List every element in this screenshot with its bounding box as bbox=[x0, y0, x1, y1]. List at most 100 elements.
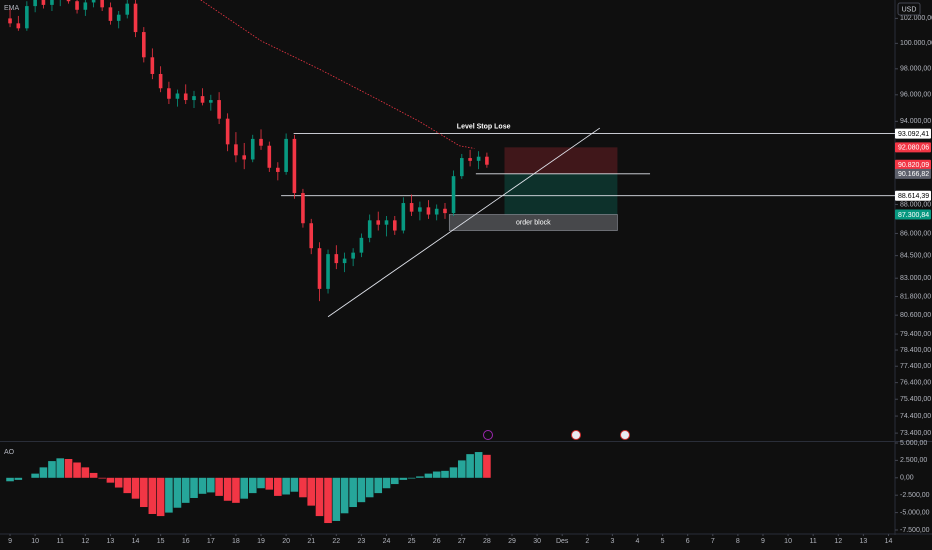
ao-bar bbox=[56, 458, 65, 478]
price-label-box bbox=[895, 128, 931, 139]
ao-bar bbox=[458, 460, 466, 478]
ao-bar bbox=[340, 477, 349, 514]
ao-bar bbox=[357, 477, 366, 503]
ao-y-tick-label: 2.500,00 bbox=[900, 457, 927, 464]
candle-body bbox=[41, 0, 46, 5]
y-tick-label: 100.000,00 bbox=[900, 40, 932, 47]
candle-body bbox=[133, 3, 138, 33]
candle-body bbox=[326, 254, 330, 289]
candle-body bbox=[250, 138, 255, 160]
candle-body bbox=[142, 32, 146, 58]
candle-body bbox=[418, 207, 422, 212]
candle-body bbox=[384, 220, 389, 225]
y-tick-label: 102.000,00 bbox=[900, 15, 932, 22]
axes: 102.000,00100.000,0098.000,0096.000,0094… bbox=[8, 15, 932, 545]
x-tick-label: 20 bbox=[282, 538, 290, 545]
currency-button[interactable] bbox=[897, 2, 921, 16]
ema-line bbox=[200, 0, 475, 149]
ao-bar bbox=[399, 477, 408, 480]
trend-line bbox=[327, 127, 601, 318]
ao-y-tick-label: -5.000,00 bbox=[900, 509, 930, 516]
candle-body bbox=[460, 158, 464, 177]
candle-body bbox=[351, 252, 355, 259]
candle-body bbox=[359, 237, 364, 253]
candle-body bbox=[276, 167, 280, 172]
order-block bbox=[448, 214, 618, 231]
x-tick-label: 12 bbox=[81, 538, 89, 545]
candle-body bbox=[234, 144, 238, 156]
ao-bar bbox=[274, 477, 282, 496]
ao-bar bbox=[39, 467, 48, 478]
x-tick-label: 7 bbox=[711, 538, 715, 545]
ao-bar bbox=[31, 473, 39, 478]
candle-body bbox=[485, 156, 489, 165]
x-tick-label: 22 bbox=[332, 538, 340, 545]
event-icons bbox=[483, 430, 630, 440]
event-icon[interactable] bbox=[620, 430, 630, 440]
x-tick-label: 13 bbox=[859, 538, 867, 545]
ao-bar bbox=[198, 477, 207, 494]
x-tick-label: 5 bbox=[661, 538, 665, 545]
y-tick-label: 98.000,00 bbox=[900, 66, 931, 73]
ao-bar bbox=[257, 477, 265, 489]
ao-bar bbox=[14, 477, 23, 480]
candle-body bbox=[451, 176, 456, 214]
ao-bar bbox=[407, 477, 416, 479]
candle-body bbox=[108, 7, 113, 21]
x-tick-label: 2 bbox=[585, 538, 589, 545]
candle-body bbox=[100, 0, 104, 8]
ao-bar bbox=[416, 476, 424, 478]
ao-bar bbox=[64, 459, 73, 478]
x-tick-label: 21 bbox=[307, 538, 315, 545]
candle-body bbox=[267, 145, 272, 168]
ao-bar bbox=[474, 452, 483, 478]
x-tick-label: 6 bbox=[686, 538, 690, 545]
candle-body bbox=[443, 208, 447, 214]
y-tick-label: 78.400,00 bbox=[900, 347, 931, 354]
ao-bar bbox=[98, 477, 106, 479]
ao-bar bbox=[290, 477, 299, 492]
ao-bar bbox=[223, 477, 232, 501]
x-tick-label: 25 bbox=[408, 538, 416, 545]
ao-pane bbox=[6, 452, 491, 524]
candle-body bbox=[426, 207, 431, 215]
y-tick-label: 94.000,00 bbox=[900, 118, 931, 125]
x-tick-label: 15 bbox=[157, 538, 165, 545]
candle-body bbox=[209, 100, 213, 103]
candle-body bbox=[468, 158, 472, 161]
ao-bar bbox=[156, 477, 165, 517]
y-tick-label: 75.400,00 bbox=[900, 396, 931, 403]
x-tick-label: 12 bbox=[834, 538, 842, 545]
price-label-box bbox=[895, 159, 931, 170]
price-label: 87.300,84 bbox=[898, 212, 929, 219]
x-tick-label: 16 bbox=[182, 538, 190, 545]
y-tick-label: 84.500,00 bbox=[900, 252, 931, 259]
y-tick-label: 80.600,00 bbox=[900, 312, 931, 319]
x-tick-label: 24 bbox=[383, 538, 391, 545]
ao-bar bbox=[248, 477, 257, 494]
event-icon[interactable] bbox=[483, 430, 493, 440]
ao-bar bbox=[181, 477, 190, 503]
price-label-box bbox=[895, 209, 931, 220]
y-tick-label: 73.400,00 bbox=[900, 430, 931, 437]
candle-body bbox=[259, 138, 263, 146]
candle-body bbox=[292, 138, 297, 194]
event-icon[interactable] bbox=[571, 430, 581, 440]
currency[interactable]: USD bbox=[902, 6, 917, 13]
x-tick-label: 4 bbox=[636, 538, 640, 545]
x-tick-label: 11 bbox=[810, 538, 817, 545]
position-reward bbox=[504, 173, 618, 215]
x-tick-label: Des bbox=[556, 538, 569, 545]
ao-y-tick-label: -7.500,00 bbox=[900, 527, 930, 534]
ao-bar bbox=[424, 473, 433, 478]
ao-bar bbox=[390, 477, 399, 485]
candle-body bbox=[342, 258, 347, 264]
candle-body bbox=[8, 18, 12, 24]
price-label-box bbox=[895, 168, 931, 179]
ao-bar bbox=[232, 477, 240, 503]
x-tick-label: 18 bbox=[232, 538, 240, 545]
y-tick-label: 81.800,00 bbox=[900, 293, 931, 300]
y-tick-label: 83.000,00 bbox=[900, 275, 931, 282]
ao-bar bbox=[282, 477, 290, 495]
